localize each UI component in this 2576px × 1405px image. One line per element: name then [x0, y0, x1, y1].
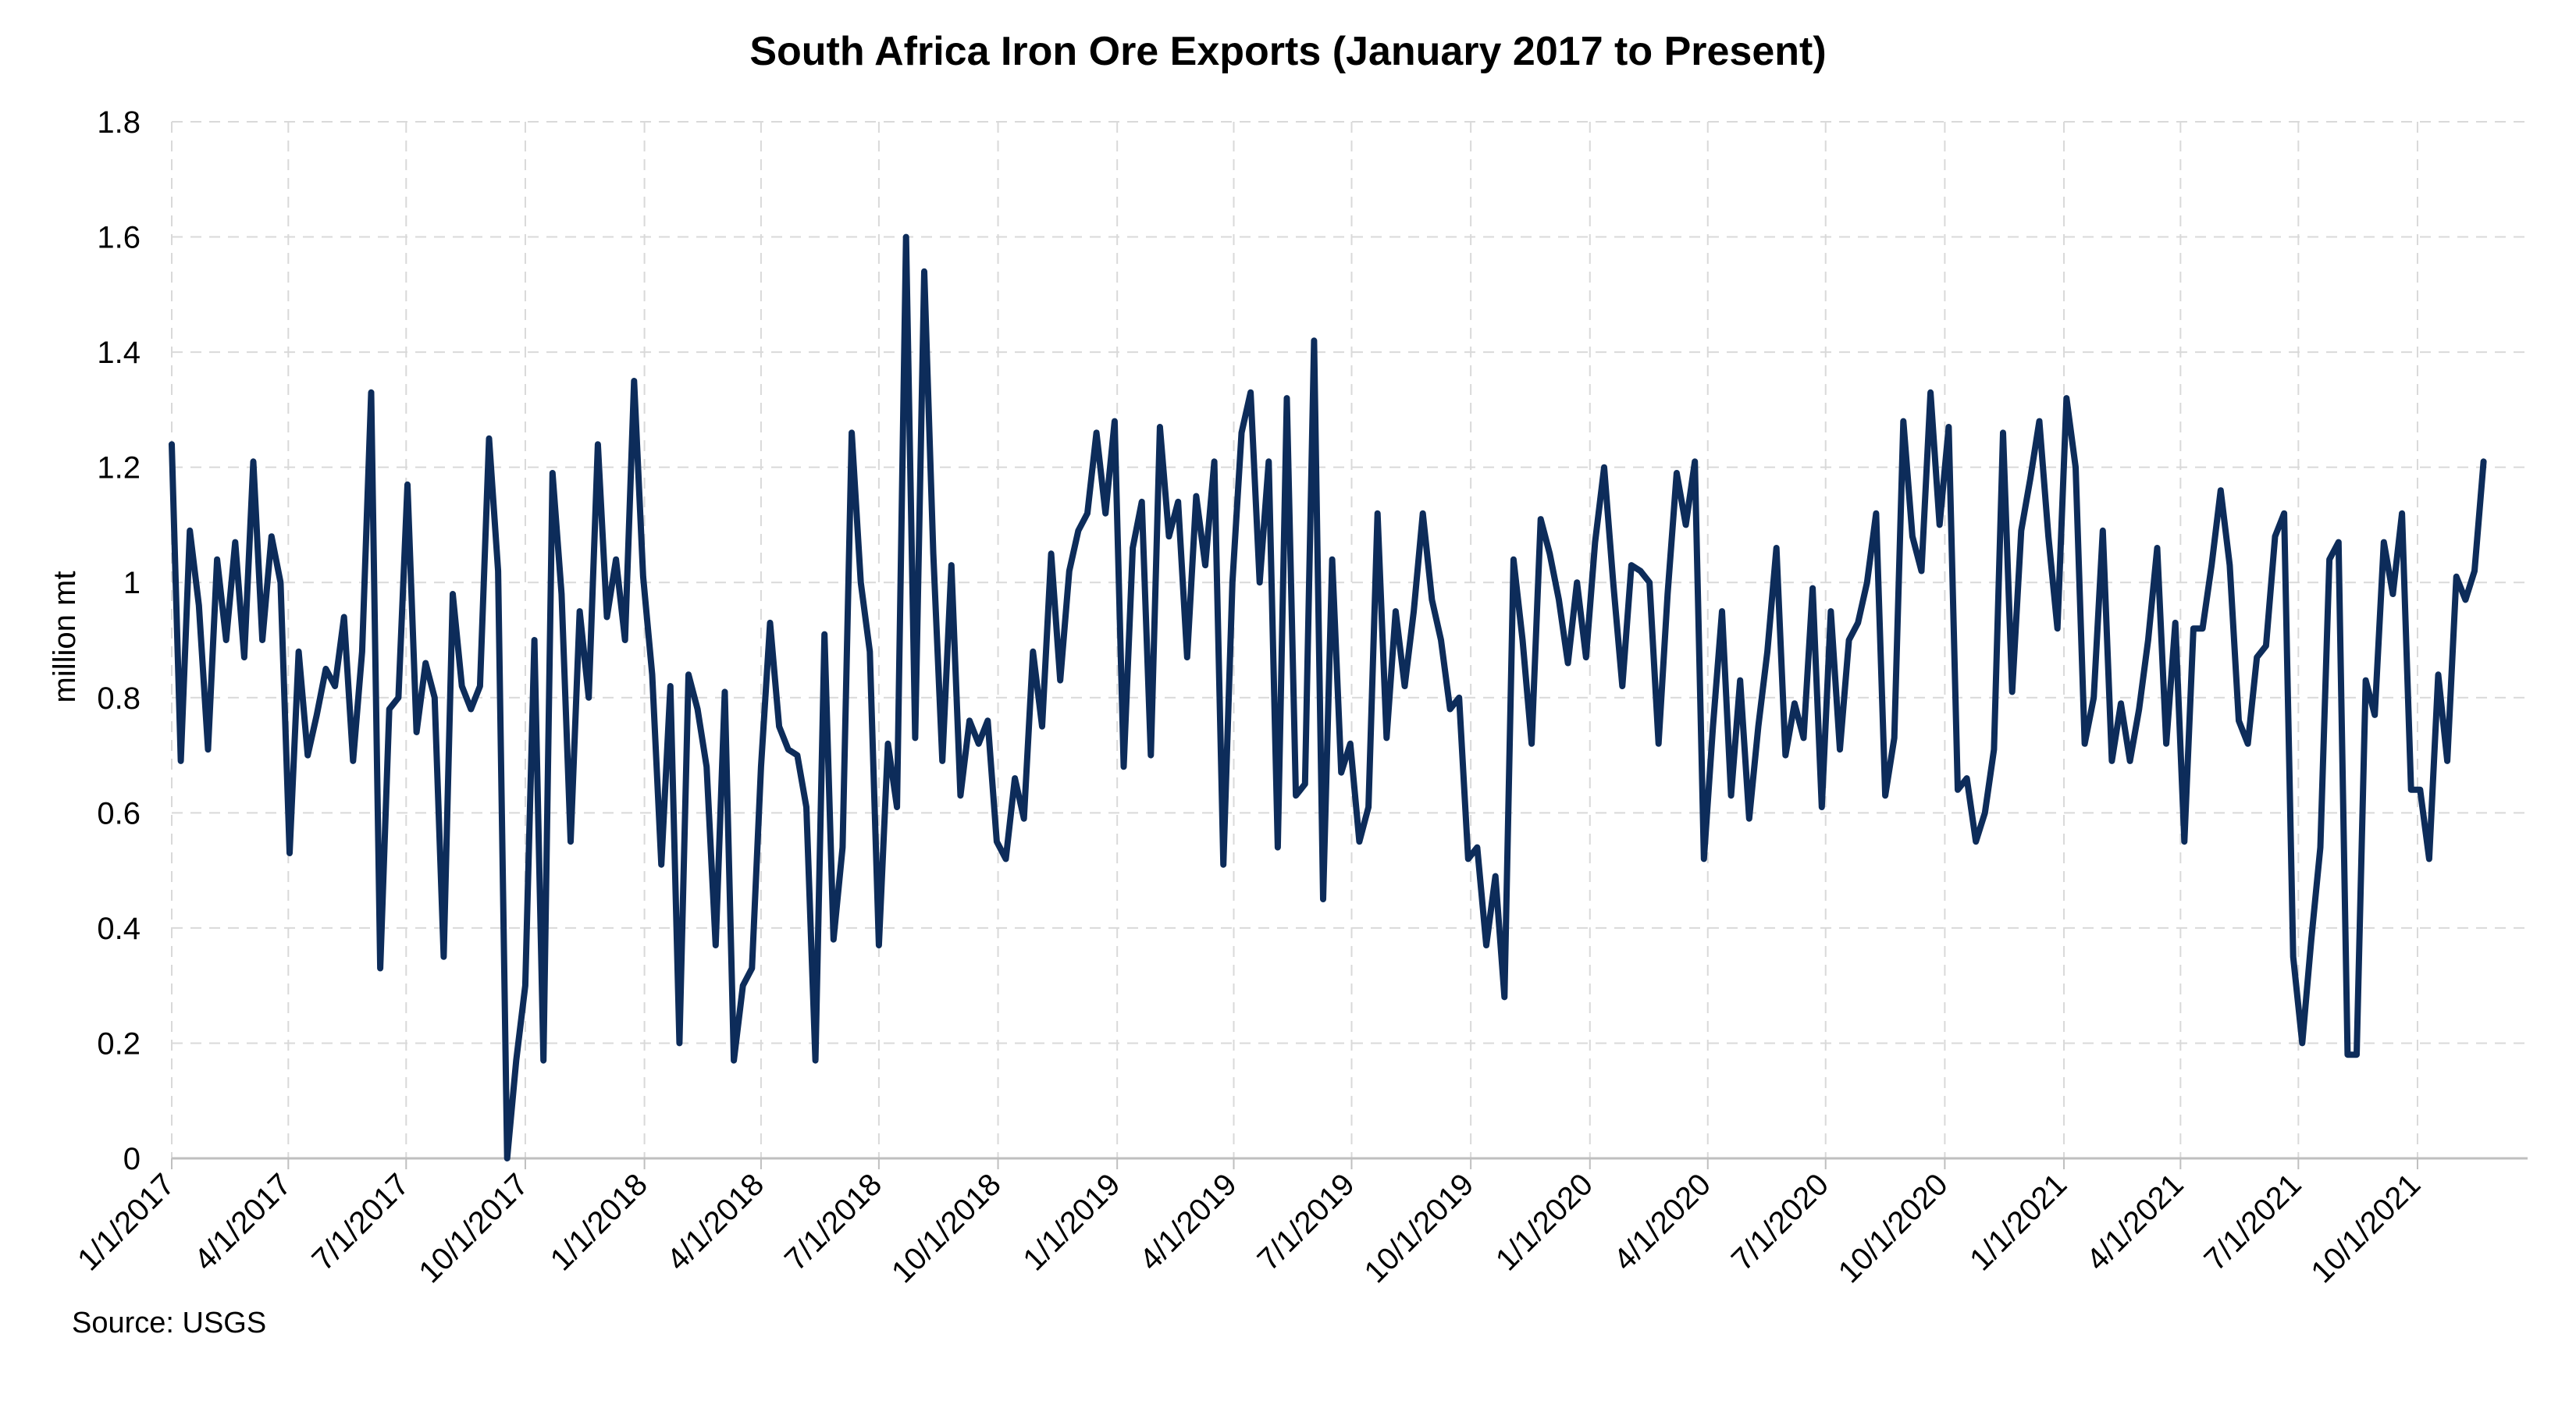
y-tick-label: 1.4	[97, 336, 141, 370]
x-tick-label: 7/1/2020	[1725, 1167, 1835, 1277]
x-tick-label: 10/1/2020	[1832, 1167, 1955, 1289]
y-tick-label: 1.2	[97, 451, 141, 486]
x-tick-label: 7/1/2018	[778, 1167, 888, 1277]
y-tick-label: 1.6	[97, 221, 141, 255]
axes	[171, 1157, 2528, 1169]
x-tick-label: 7/1/2019	[1251, 1167, 1361, 1277]
x-tick-label: 1/1/2021	[1963, 1167, 2073, 1277]
y-tick-label: 1.8	[97, 105, 141, 140]
y-tick-label: 0.6	[97, 796, 141, 831]
y-tick-label: 0.4	[97, 912, 141, 946]
chart-title: South Africa Iron Ore Exports (January 2…	[749, 29, 1827, 74]
y-axis-label: million mt	[48, 571, 82, 703]
x-tick-label: 4/1/2021	[2080, 1167, 2190, 1277]
x-tick-label: 1/1/2019	[1016, 1167, 1126, 1277]
y-tick-label: 0	[123, 1142, 141, 1176]
x-tick-label: 4/1/2020	[1607, 1167, 1717, 1277]
x-tick-label: 4/1/2018	[660, 1167, 770, 1277]
x-tick-label: 1/1/2018	[544, 1167, 654, 1277]
y-tick-label: 0.2	[97, 1026, 141, 1061]
x-tick-label: 10/1/2018	[885, 1167, 1008, 1289]
x-tick-label: 4/1/2017	[187, 1167, 297, 1277]
y-tick-labels: 0 0.2 0.4 0.6 0.8 1 1.2 1.4 1.6 1.8	[97, 105, 141, 1176]
x-tick-label: 4/1/2019	[1133, 1167, 1244, 1277]
x-tick-label: 7/1/2021	[2197, 1167, 2307, 1277]
x-tick-label: 10/1/2019	[1358, 1167, 1481, 1289]
series-group	[169, 233, 2487, 1161]
series-line	[169, 233, 2487, 1161]
y-tick-label: 0.8	[97, 681, 141, 716]
x-tick-label: 1/1/2017	[71, 1167, 181, 1277]
x-tick-label: 10/1/2017	[412, 1167, 535, 1289]
x-tick-label: 10/1/2021	[2304, 1167, 2427, 1289]
source-note: Source: USGS	[72, 1307, 267, 1339]
x-tick-label: 1/1/2020	[1489, 1167, 1599, 1277]
y-tick-label: 1	[123, 566, 141, 600]
x-tick-label: 7/1/2017	[305, 1167, 415, 1277]
